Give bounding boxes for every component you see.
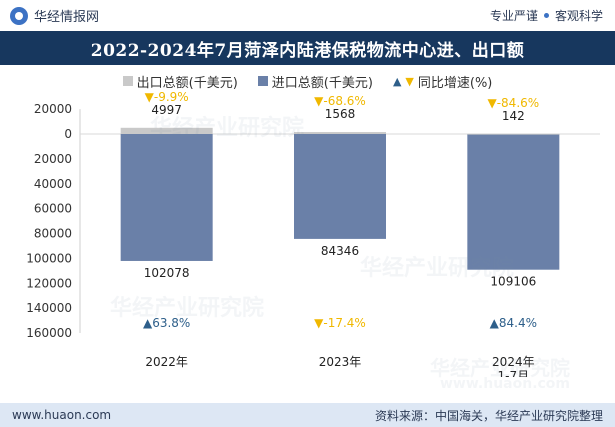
- x-category-label: 2023年: [319, 355, 362, 369]
- import-value-label: 109106: [490, 275, 536, 289]
- legend-swatch-import: [257, 76, 268, 86]
- y-tick-label: 20000: [34, 102, 72, 116]
- y-tick-label: 80000: [34, 227, 72, 241]
- x-category-label: 1-7月: [498, 369, 530, 377]
- legend-swatch-export: [122, 76, 133, 86]
- export-bar: [120, 127, 213, 134]
- tagline-right: 客观科学: [554, 9, 603, 23]
- y-tick-label: 120000: [26, 276, 72, 290]
- legend: 出口总额(千美元) 进口总额(千美元) ▲ ▼ 同比增速(%): [0, 70, 615, 92]
- bar-chart: 20000 0 20000 40000 60000 80000 100000 120000 14…: [26, 92, 600, 377]
- triangle-down-icon: ▼: [405, 74, 414, 88]
- import-growth-label: ▲84.4%: [490, 316, 537, 330]
- title-bar: 2022-2024年7月菏泽内陆港保税物流中心进、出口额: [0, 31, 615, 65]
- top-bar: 华经情报网 专业严谨 客观科学: [0, 0, 615, 30]
- triangle-up-icon: ▲: [392, 74, 402, 88]
- brand-logo-icon: [10, 6, 28, 25]
- import-growth-label: ▲63.8%: [143, 316, 190, 330]
- chart-title: 2022-2024年7月菏泽内陆港保税物流中心进、出口额: [90, 40, 525, 61]
- brand-name: 华经情报网: [34, 10, 100, 25]
- import-bar: [294, 134, 386, 239]
- y-tick-label: 140000: [26, 301, 72, 315]
- y-tick-label: 100000: [26, 251, 72, 265]
- footer-source: 资料来源：中国海关，华经产业研究院整理: [374, 408, 603, 423]
- import-growth-label: ▼-17.4%: [314, 316, 366, 330]
- export-value-label: 142: [502, 109, 525, 123]
- watermark-url: www.huaon.com: [440, 376, 571, 392]
- export-bar: [294, 132, 386, 134]
- export-bar: [467, 133, 560, 135]
- export-growth-label: ▼-84.6%: [487, 96, 539, 110]
- legend-item-growth: ▲ ▼ 同比增速(%): [393, 72, 492, 91]
- export-value-label: 4997: [151, 103, 182, 117]
- brand: 华经情报网: [10, 6, 99, 25]
- footer: www.huaon.com 资料来源：中国海关，华经产业研究院整理: [0, 403, 615, 427]
- dot-icon: [543, 13, 549, 18]
- import-value-label: 102078: [144, 266, 190, 280]
- legend-label-export: 出口总额(千美元): [136, 75, 238, 91]
- import-value-label: 84346: [321, 244, 359, 258]
- tagline: 专业严谨 客观科学: [490, 7, 603, 24]
- export-growth-label: ▼-68.6%: [314, 94, 366, 108]
- y-tick-label: 0: [64, 127, 72, 141]
- footer-website: www.huaon.com: [12, 408, 112, 422]
- import-bar: [467, 134, 560, 270]
- legend-label-import: 进口总额(千美元): [271, 75, 373, 91]
- legend-label-growth: 同比增速(%): [417, 75, 493, 91]
- tagline-left: 专业严谨: [489, 9, 538, 23]
- y-tick-label: 40000: [34, 177, 72, 191]
- x-category-label: 2024年: [492, 355, 535, 369]
- y-tick-label: 60000: [34, 202, 72, 216]
- x-category-label: 2022年: [145, 355, 188, 369]
- y-tick-label: 20000: [34, 152, 72, 166]
- import-bar: [120, 134, 213, 261]
- legend-item-export: 出口总额(千美元): [122, 72, 238, 91]
- export-value-label: 1568: [325, 107, 356, 121]
- y-tick-label: 160000: [26, 326, 72, 340]
- legend-item-import: 进口总额(千美元): [257, 72, 373, 91]
- export-growth-label: ▼-9.9%: [145, 92, 189, 104]
